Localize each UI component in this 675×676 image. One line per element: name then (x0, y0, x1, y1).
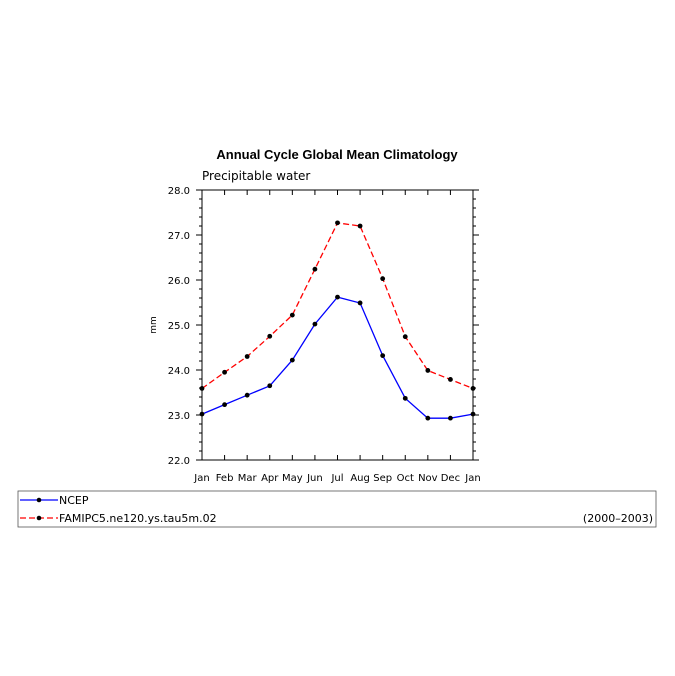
chart-title: Annual Cycle Global Mean Climatology (216, 147, 458, 162)
x-tick-label: Dec (441, 473, 460, 484)
x-tick-label: Oct (397, 473, 414, 484)
data-point (357, 300, 363, 306)
series-group (199, 220, 476, 421)
data-point (289, 357, 295, 363)
data-point (425, 415, 431, 421)
y-tick-label: 25.0 (168, 321, 190, 332)
data-point (357, 223, 363, 229)
data-point (222, 402, 227, 408)
data-point (222, 369, 227, 375)
y-tick-label: 23.0 (168, 411, 190, 422)
data-point (335, 220, 340, 226)
legend-marker-famip (36, 515, 42, 521)
data-point (267, 383, 273, 389)
data-point (244, 392, 250, 398)
x-tick-label: Jun (306, 473, 323, 484)
x-tick-label: Sep (373, 473, 392, 484)
period-label: (2000–2003) (583, 512, 653, 525)
chart-subtitle: Precipitable water (202, 169, 310, 183)
x-tick-label: Nov (418, 473, 438, 484)
data-point (402, 395, 408, 401)
x-tick-label: Apr (261, 473, 279, 484)
data-point (335, 294, 340, 300)
x-tick-label: Aug (350, 473, 370, 484)
axis-ticks: Jan Feb Mar Apr May Jun Jul Aug Sep Oct Nov Dec Jan2… (168, 186, 481, 484)
legend-box (17, 490, 657, 528)
x-tick-label: Jul (330, 473, 343, 484)
data-point (380, 276, 386, 282)
plot-frame (201, 189, 474, 461)
x-tick-label: May (282, 473, 303, 484)
x-tick-label: Jan (464, 473, 480, 484)
data-point (244, 354, 250, 359)
data-point (448, 415, 453, 421)
y-tick-label: 22.0 (168, 456, 190, 467)
data-point (289, 312, 295, 318)
y-tick-label: 24.0 (168, 366, 190, 377)
y-tick-label: 26.0 (168, 276, 190, 287)
legend-label-famip: FAMIPC5.ne120.ys.tau5m.02 (59, 512, 217, 525)
series-line-1 (201, 222, 474, 390)
legend: NCEP FAMIPC5.ne120.ys.tau5m.02 (2000–200… (17, 490, 657, 528)
y-axis-label: mm (149, 316, 159, 334)
y-tick-label: 27.0 (168, 231, 190, 242)
data-point (402, 334, 408, 340)
x-tick-label: Feb (216, 473, 234, 484)
data-point (380, 353, 386, 358)
data-point (312, 266, 318, 272)
series-line-0 (201, 296, 474, 419)
legend-label-ncep: NCEP (59, 494, 89, 507)
x-tick-label: Mar (238, 473, 258, 484)
data-point (267, 333, 273, 339)
data-point (312, 321, 318, 327)
data-point (425, 368, 431, 373)
data-point (448, 377, 453, 382)
x-tick-label: Jan (193, 473, 209, 484)
y-tick-label: 28.0 (168, 186, 190, 197)
legend-marker-ncep (36, 497, 42, 503)
